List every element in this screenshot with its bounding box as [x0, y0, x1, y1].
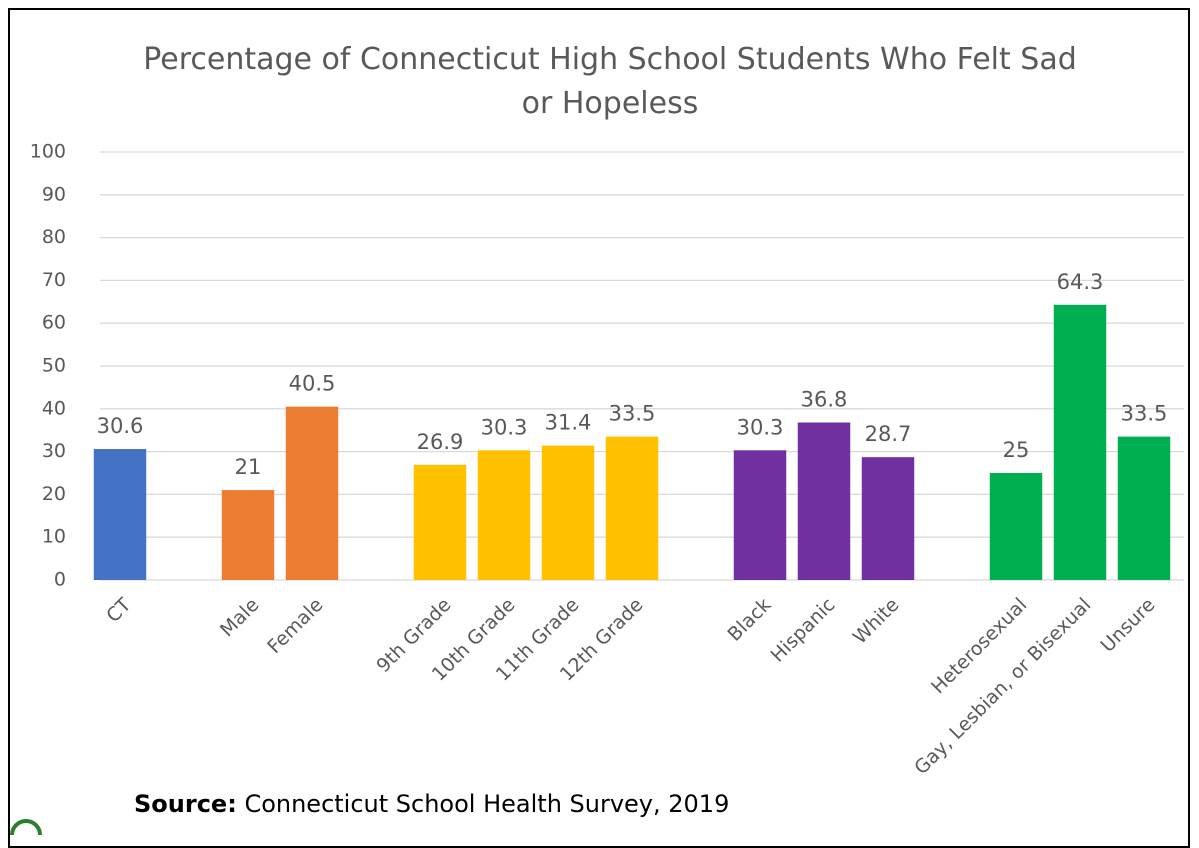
logo	[10, 819, 42, 835]
x-tick-label: Male	[216, 594, 263, 641]
chart-title: Percentage of Connecticut High School St…	[143, 42, 1077, 121]
bar	[733, 450, 787, 580]
value-label: 28.7	[865, 422, 912, 446]
value-label: 64.3	[1057, 270, 1104, 294]
x-tick-label: Hispanic	[767, 594, 840, 667]
y-tick-label: 40	[42, 397, 66, 419]
bar	[541, 445, 595, 580]
source-note: Source: Connecticut School Health Survey…	[134, 790, 729, 818]
x-tick-label: CT	[102, 594, 135, 627]
bar	[1053, 304, 1107, 580]
value-label: 40.5	[289, 372, 336, 396]
value-label: 30.3	[737, 415, 784, 439]
x-tick-label: Black	[724, 594, 776, 646]
value-label: 30.3	[481, 415, 528, 439]
value-label: 26.9	[417, 430, 464, 454]
y-tick-label: 10	[42, 526, 66, 548]
value-label: 33.5	[609, 402, 656, 426]
y-tick-label: 0	[54, 569, 66, 591]
y-tick-label: 80	[42, 226, 66, 248]
y-tick-label: 70	[42, 269, 66, 291]
value-label: 31.4	[545, 411, 592, 435]
bar	[221, 490, 275, 580]
value-label: 33.5	[1121, 402, 1168, 426]
y-tick-label: 100	[30, 141, 66, 163]
y-tick-label: 50	[42, 355, 66, 377]
source-text: Connecticut School Health Survey, 2019	[244, 790, 730, 818]
bar	[861, 457, 915, 580]
value-label: 25	[1003, 438, 1030, 462]
bar	[477, 450, 531, 580]
bar	[413, 464, 467, 580]
y-tick-label: 20	[42, 483, 66, 505]
bar	[797, 422, 851, 580]
bar	[93, 449, 147, 580]
value-label: 21	[235, 455, 262, 479]
y-tick-label: 30	[42, 440, 66, 462]
y-tick-label: 60	[42, 312, 66, 334]
value-label: 36.8	[801, 387, 848, 411]
x-tick-label: White	[849, 594, 904, 649]
bar	[1117, 436, 1171, 580]
value-label: 30.6	[97, 414, 144, 438]
y-tick-label: 90	[42, 183, 66, 205]
x-tick-label: Unsure	[1097, 594, 1160, 657]
x-tick-label: Female	[263, 594, 327, 658]
bar	[605, 436, 659, 580]
bar	[285, 406, 339, 580]
source-label: Source:	[134, 790, 237, 818]
bar	[989, 473, 1043, 580]
